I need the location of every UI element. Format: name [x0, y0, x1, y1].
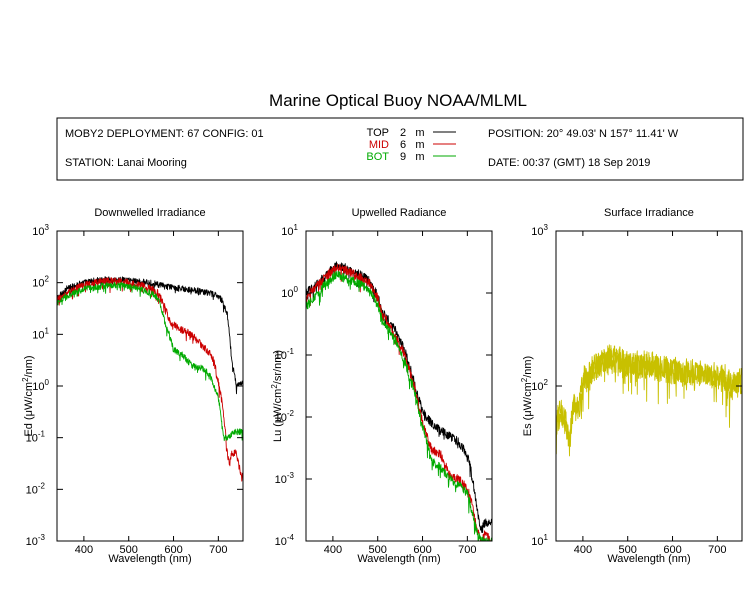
depth-legend: TOP 2 m MID 6 m BOT 9 m: [366, 127, 456, 163]
x-tick-label: 400: [75, 544, 93, 556]
legend-depth: 6: [400, 139, 406, 151]
legend-unit: m: [415, 139, 424, 151]
y-tick-label: 101: [32, 326, 49, 341]
panel-title: Upwelled Radiance: [352, 207, 447, 219]
x-tick-label: 500: [120, 544, 138, 556]
x-tick-label: 700: [209, 544, 227, 556]
chart-panel-3: Surface Irradiance 400 500 600 700 103 102 101 W…: [520, 207, 743, 565]
y-axis-label: Es (μW/cm2/nm): [520, 356, 534, 436]
x-tick-label: 600: [663, 544, 681, 556]
series-line-surface: [556, 347, 742, 457]
legend-label: MID: [369, 139, 389, 151]
y-axis-label: Lu (μW/cm2/sr/nm): [270, 350, 284, 442]
legend-depth: 2: [400, 127, 406, 139]
x-tick-label: 500: [619, 544, 637, 556]
x-axis-label: Wavelength (nm): [607, 553, 690, 565]
chart-panels: Downwelled Irradiance 400 500 600 700 103 102 1…: [21, 207, 743, 565]
series-line-bot: [57, 281, 243, 442]
series-group: [306, 261, 492, 541]
x-tick-label: 400: [324, 544, 342, 556]
x-axis-label: Wavelength (nm): [357, 553, 440, 565]
y-tick-label: 101: [281, 223, 298, 238]
x-tick-label: 700: [708, 544, 726, 556]
y-tick-label: 10-4: [275, 533, 295, 548]
date-text: DATE: 00:37 (GMT) 18 Sep 2019: [488, 157, 650, 169]
series-line-mid: [57, 277, 243, 482]
y-tick-label: 102: [32, 275, 49, 290]
x-tick-label: 400: [574, 544, 592, 556]
x-tick-label: 700: [458, 544, 476, 556]
info-box: MOBY2 DEPLOYMENT: 67 CONFIG: 01 STATION:…: [56, 117, 744, 181]
series-line-bot: [306, 270, 492, 541]
legend-unit: m: [415, 127, 424, 139]
x-tick-label: 600: [413, 544, 431, 556]
legend-entry-bot: BOT 9 m: [366, 151, 456, 163]
plot-frame: [305, 230, 493, 542]
plot-frame: [56, 230, 244, 542]
y-tick-label: 103: [531, 223, 548, 238]
deployment-text: MOBY2 DEPLOYMENT: 67 CONFIG: 01: [65, 128, 264, 140]
y-tick-label: 10-1: [26, 430, 46, 445]
y-tick-label: 100: [281, 285, 298, 300]
legend-entry-top: TOP 2 m: [367, 127, 456, 139]
y-tick-label: 10-2: [275, 409, 295, 424]
info-box-frame: [56, 117, 744, 181]
series-group: [57, 276, 243, 482]
legend-label: BOT: [366, 151, 389, 163]
position-text: POSITION: 20° 49.03' N 157° 11.41' W: [488, 128, 679, 140]
x-axis-label: Wavelength (nm): [108, 553, 191, 565]
chart-panel-2: Upwelled Radiance 400 500 600 700 101 100 10-1 1…: [270, 207, 493, 565]
y-tick-label: 10-3: [26, 533, 46, 548]
y-tick-label: 100: [32, 378, 49, 393]
x-tick-label: 500: [369, 544, 387, 556]
y-tick-label: 102: [531, 378, 548, 393]
legend-unit: m: [415, 151, 424, 163]
chart-panel-1: Downwelled Irradiance 400 500 600 700 103 102 1…: [21, 207, 244, 565]
panel-title: Surface Irradiance: [604, 207, 694, 219]
figure-title: Marine Optical Buoy NOAA/MLML: [269, 91, 527, 110]
station-text: STATION: Lanai Mooring: [65, 157, 187, 169]
x-tick-label: 600: [164, 544, 182, 556]
y-tick-label: 101: [531, 533, 548, 548]
series-line-mid: [306, 263, 492, 541]
legend-label: TOP: [367, 127, 389, 139]
y-tick-label: 10-1: [275, 347, 295, 362]
y-axis-label: Ed (μW/cm2/nm): [21, 355, 35, 436]
panel-title: Downwelled Irradiance: [94, 207, 205, 219]
legend-entry-mid: MID 6 m: [369, 139, 456, 151]
y-tick-label: 103: [32, 223, 49, 238]
legend-depth: 9: [400, 151, 406, 163]
y-tick-label: 10-2: [26, 481, 46, 496]
series-group: [556, 344, 742, 457]
y-tick-label: 10-3: [275, 471, 295, 486]
